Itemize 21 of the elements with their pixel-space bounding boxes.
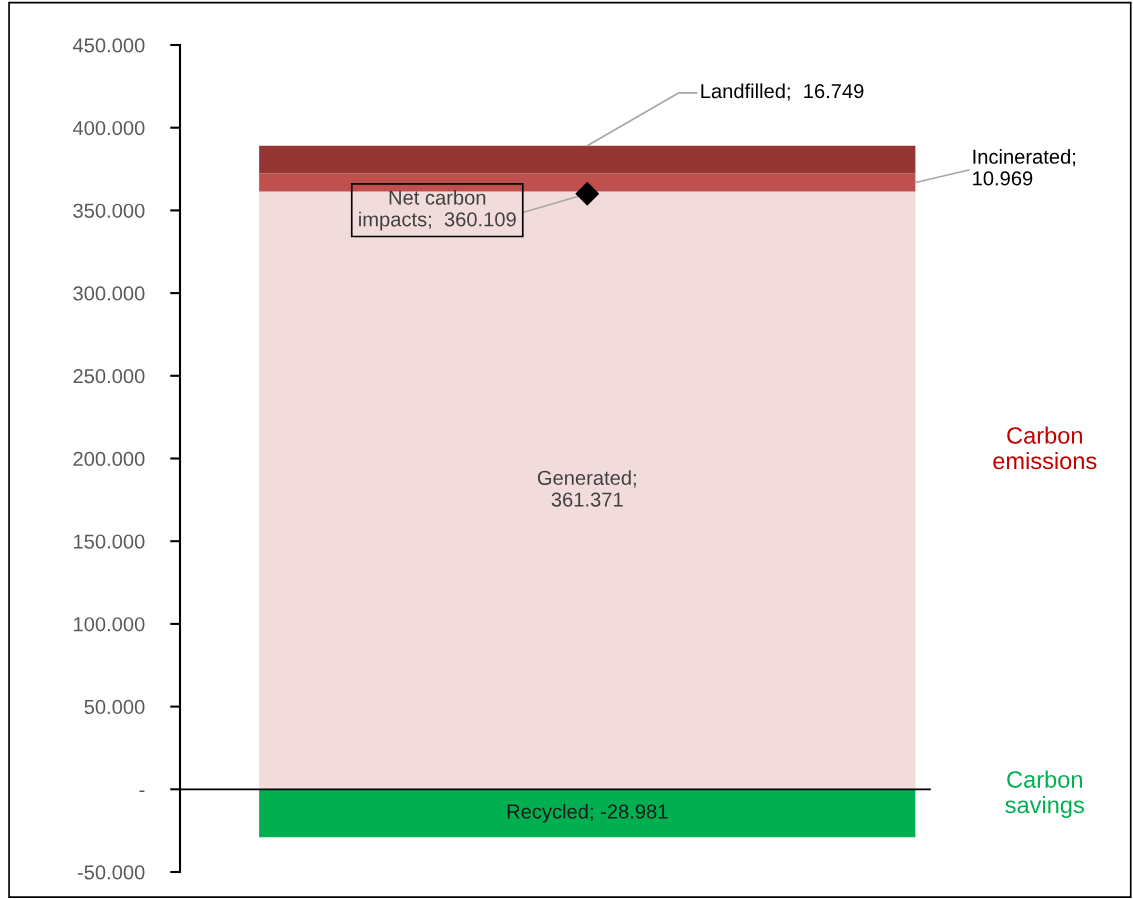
data-label: Landfilled; 16.749 — [701, 83, 864, 101]
y-tick-label: -50.000 — [77, 865, 145, 880]
y-tick-label: 350.000 — [73, 203, 145, 218]
y-tick-label: - — [139, 790, 145, 793]
y-tick-label: 300.000 — [73, 286, 145, 301]
y-tick-label: 250.000 — [73, 369, 145, 384]
y-tick-label: 50.000 — [84, 699, 145, 715]
y-tick-label: 200.000 — [73, 451, 145, 466]
bar — [259, 789, 916, 838]
y-tick-label: 400.000 — [72, 120, 145, 136]
data-label: Net carbon impacts; 360.109 — [359, 189, 516, 231]
text: Carbon savings — [1005, 770, 1084, 818]
data-label: Incinerated; 10.969 — [973, 149, 1076, 186]
y-tick-label: 450.000 — [72, 38, 145, 53]
y-tick-label: 100.000 — [74, 617, 145, 632]
bar — [259, 145, 916, 174]
data-label: Generated; 361.371 — [537, 470, 636, 507]
y-tick-label: 150.000 — [74, 534, 145, 549]
bar — [259, 173, 916, 192]
data-label: Recycled; -28.981 — [507, 803, 668, 823]
text: Carbon emissions — [993, 426, 1097, 470]
